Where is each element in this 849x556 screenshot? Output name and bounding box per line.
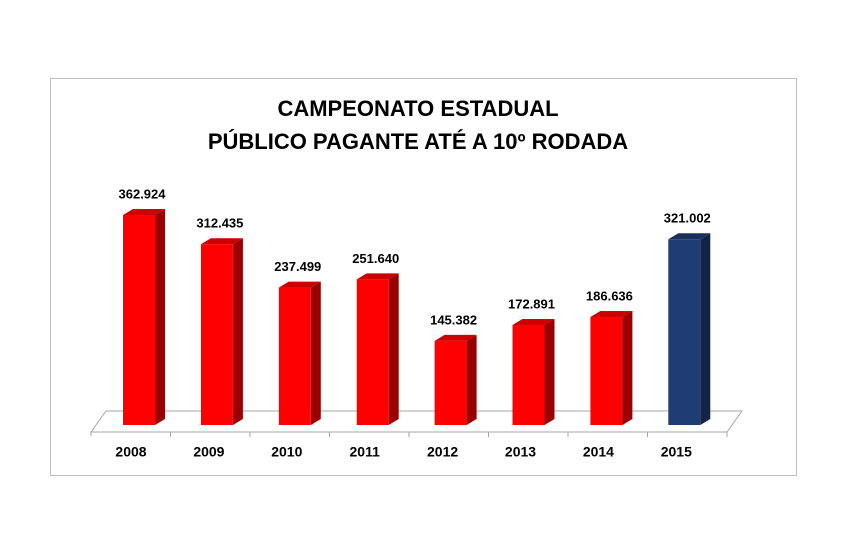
bar-side — [310, 281, 321, 425]
x-tick-label: 2015 — [661, 444, 692, 460]
x-tick-label: 2012 — [427, 444, 458, 460]
bar — [123, 215, 155, 425]
value-label: 186.636 — [586, 288, 633, 303]
value-label: 145.382 — [430, 312, 477, 327]
bar-top — [200, 238, 243, 245]
floor — [90, 410, 743, 433]
x-tick-label: 2010 — [271, 444, 302, 460]
bar-top — [278, 281, 321, 288]
bar — [590, 317, 623, 425]
bar-side — [622, 311, 633, 425]
value-label: 172.891 — [508, 296, 555, 311]
bar-side — [466, 334, 477, 425]
bar-top — [434, 334, 477, 341]
x-tick-label: 2008 — [115, 444, 146, 460]
x-tick-label: 2014 — [583, 444, 614, 460]
bar-side — [700, 233, 711, 425]
bar-top — [668, 233, 711, 240]
bar — [356, 279, 389, 425]
value-label: 362.924 — [119, 186, 167, 201]
bar — [668, 239, 701, 425]
bar-top — [356, 273, 399, 280]
bar — [512, 324, 545, 425]
chart-subtitle: PÚBLICO PAGANTE ATÉ A 10º RODADA — [208, 129, 628, 154]
bar-side — [155, 209, 165, 425]
bar-side — [388, 273, 399, 425]
value-label: 312.435 — [196, 216, 243, 231]
value-label: 251.640 — [352, 251, 399, 266]
x-tick-label: 2009 — [193, 444, 224, 460]
x-tick-label: 2013 — [505, 444, 536, 460]
chart-title: CAMPEONATO ESTADUAL — [277, 96, 558, 121]
bar — [200, 244, 233, 425]
value-label: 321.002 — [664, 211, 711, 226]
bar-top — [123, 209, 165, 215]
bar — [278, 287, 311, 425]
bar-side — [544, 318, 555, 425]
bar-top — [512, 318, 555, 325]
bar-top — [590, 311, 633, 318]
x-tick-label: 2011 — [350, 444, 381, 460]
bar — [434, 340, 467, 425]
bar-side — [232, 238, 243, 425]
value-label: 237.499 — [274, 259, 321, 274]
